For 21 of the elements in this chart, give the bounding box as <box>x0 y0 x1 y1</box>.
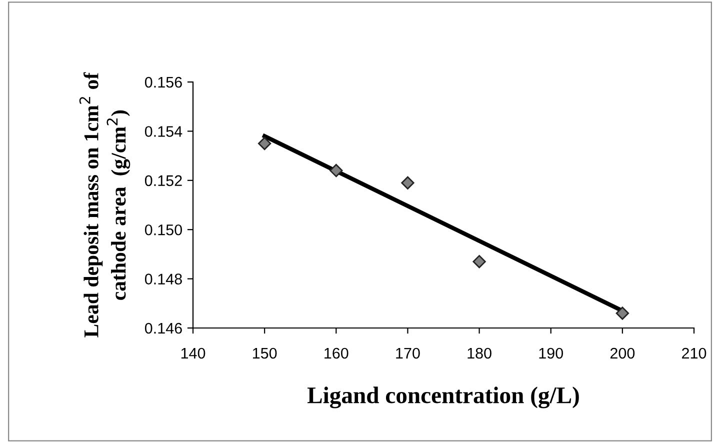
y-tick-label: 0.146 <box>144 322 182 334</box>
x-tick-label: 200 <box>610 348 635 359</box>
x-tick-label: 210 <box>682 348 706 359</box>
x-axis-title: Ligand concentration (g/L) <box>307 386 579 408</box>
x-tick-label: 140 <box>181 348 206 359</box>
text: Lead deposit mass on 1cm$^{2}$ of cathode area (g/cm$^{2}$) <box>79 72 130 338</box>
y-tick-label: 0.156 <box>144 76 182 88</box>
x-tick-label: 170 <box>396 348 420 359</box>
point <box>616 306 630 320</box>
x-tick-label: 190 <box>539 348 564 359</box>
point <box>472 254 486 268</box>
y-tick-label: 0.148 <box>144 274 182 284</box>
point <box>258 136 272 150</box>
point <box>330 164 343 178</box>
y-tick-label: 0.152 <box>144 175 182 186</box>
x-tick-label: 160 <box>324 348 348 359</box>
x-tick-label: 180 <box>468 348 492 359</box>
x-tick-label: 150 <box>252 348 277 359</box>
y-tick-label: 0.154 <box>144 126 182 137</box>
point <box>401 176 414 190</box>
y-tick-label: 0.150 <box>144 224 182 236</box>
